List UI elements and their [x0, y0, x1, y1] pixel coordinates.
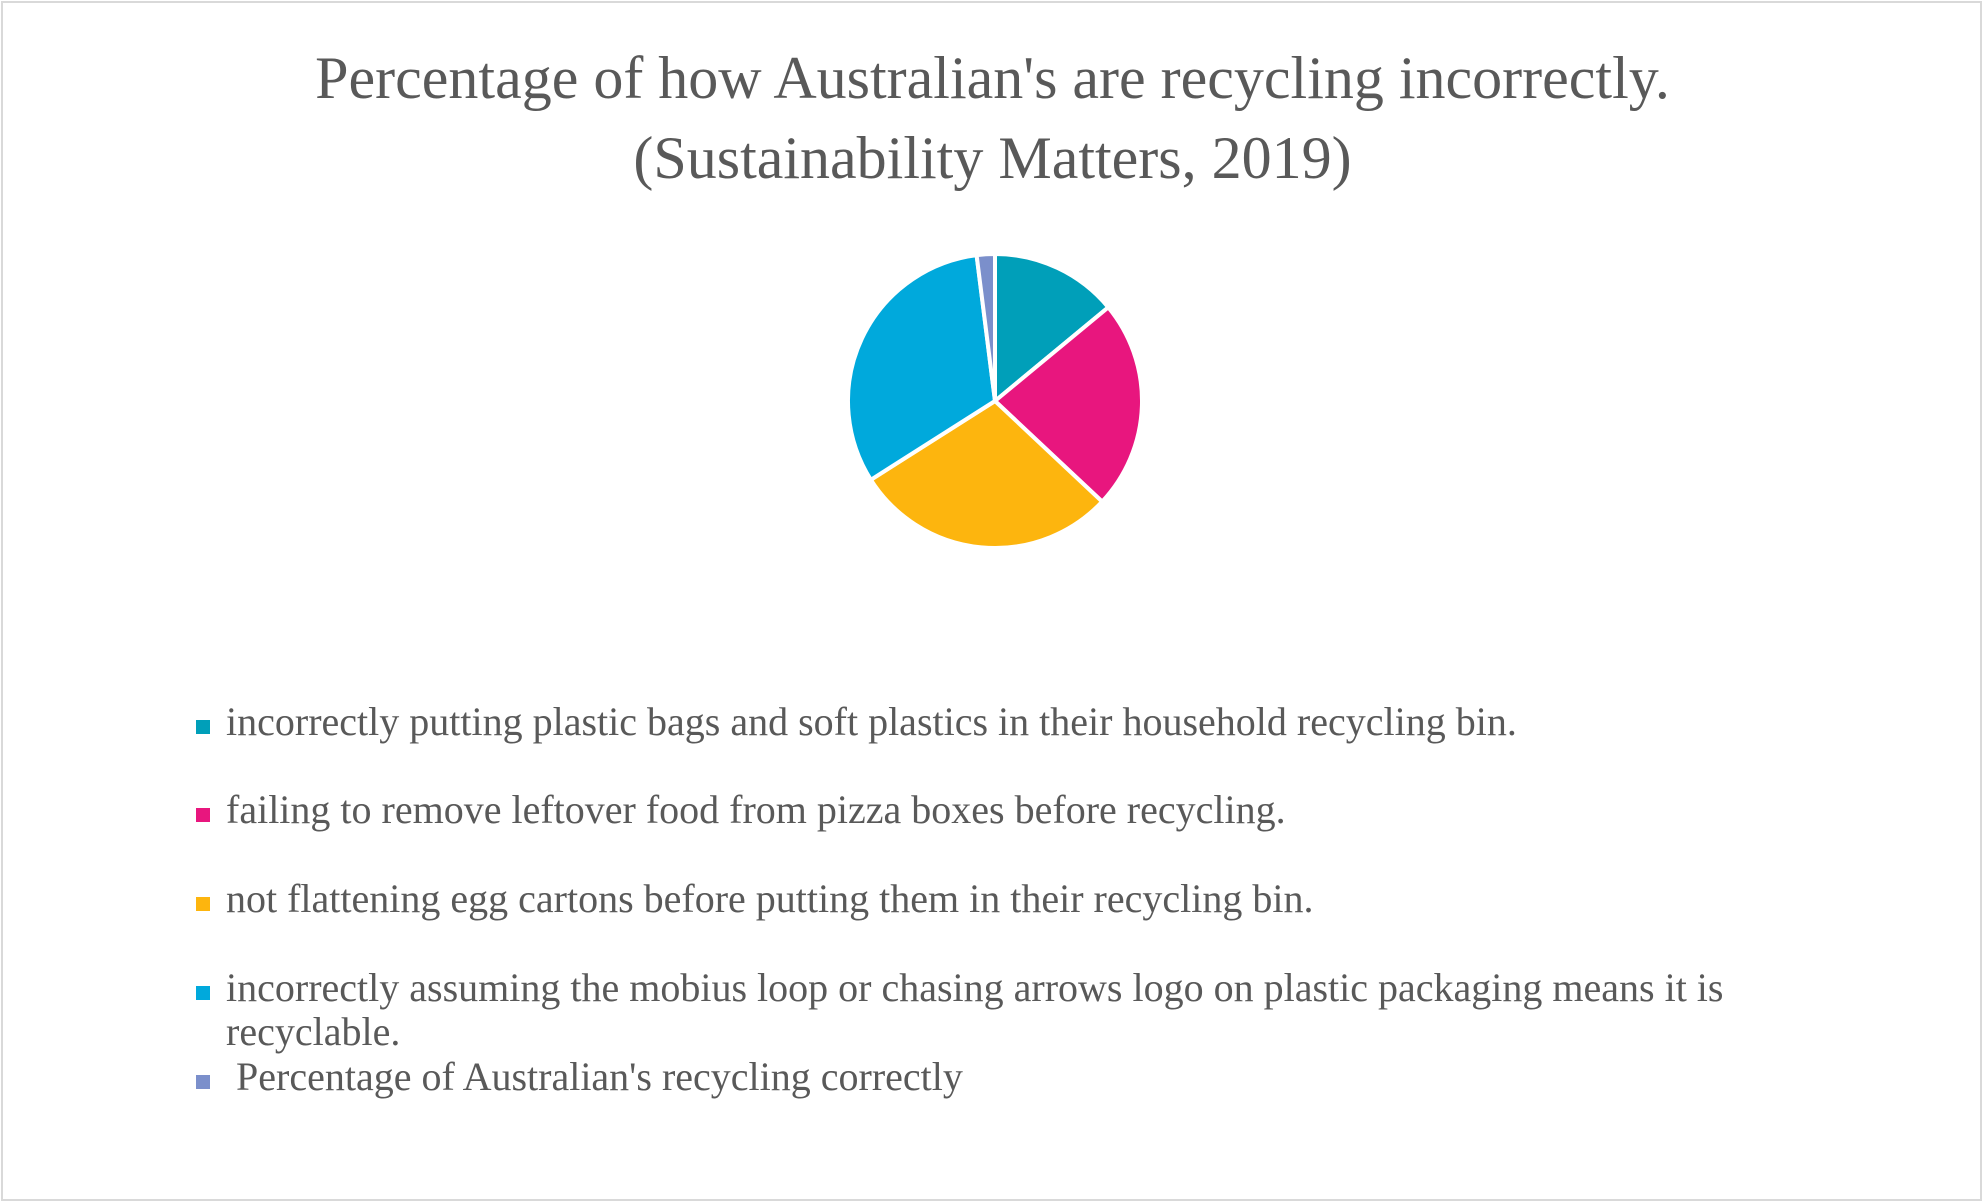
pie-slice-pizza-boxes: [993, 305, 1144, 504]
chart-title: Percentage of how Australian's are recyc…: [0, 38, 1985, 198]
chart-title-line-2: (Sustainability Matters, 2019): [633, 125, 1352, 191]
chart-title-line-1: Percentage of how Australian's are recyc…: [315, 45, 1670, 111]
pie-slice-mobius-loop: [846, 253, 997, 482]
legend-label: failing to remove leftover food from piz…: [226, 787, 1286, 832]
pie-chart: [846, 252, 1144, 551]
legend-item-plastic-bags: incorrectly putting plastic bags and sof…: [196, 700, 1866, 744]
legend-label: not flattening egg cartons before puttin…: [226, 876, 1314, 921]
pie-slice-egg-cartons: [868, 399, 1105, 551]
legend-item-recycling-correctly: Percentage of Australian's recycling cor…: [196, 1055, 1866, 1099]
legend-swatch: [196, 1075, 210, 1089]
legend-item-pizza-boxes: failing to remove leftover food from piz…: [196, 788, 1866, 832]
legend-label: incorrectly putting plastic bags and sof…: [226, 699, 1517, 744]
legend-swatch: [196, 808, 210, 822]
pie-slice-plastic-bags: [993, 252, 1111, 403]
legend-item-egg-cartons: not flattening egg cartons before puttin…: [196, 877, 1866, 921]
pie-slice-recycling-correctly: [974, 252, 997, 403]
legend-label: Percentage of Australian's recycling cor…: [236, 1054, 963, 1099]
legend-swatch: [196, 897, 210, 911]
legend-swatch: [196, 986, 210, 1000]
legend-swatch: [196, 720, 210, 734]
legend-item-mobius-loop: incorrectly assuming the mobius loop or …: [196, 966, 1866, 1054]
legend-label: incorrectly assuming the mobius loop or …: [226, 965, 1724, 1054]
